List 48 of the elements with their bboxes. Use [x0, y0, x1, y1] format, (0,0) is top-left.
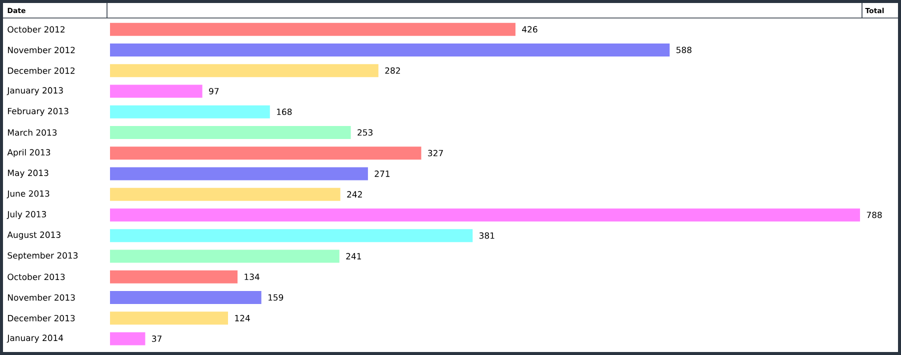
- bar: [110, 22, 516, 36]
- data-label: 134: [244, 274, 260, 280]
- y-tick-label: June 2013: [6, 190, 50, 198]
- y-tick-label: November 2012: [8, 46, 75, 54]
- data-label: 381: [479, 232, 494, 239]
- y-tick-label: December 2013: [8, 314, 75, 322]
- bar: [110, 43, 670, 56]
- bar: [110, 332, 146, 346]
- y-tick-label: July 2013: [6, 210, 46, 220]
- y-tick-label: August 2013: [7, 232, 60, 240]
- bar: [110, 84, 202, 98]
- data-label: 242: [347, 191, 362, 198]
- data-label: 168: [277, 108, 292, 116]
- data-label: 282: [385, 67, 400, 74]
- data-label: 271: [374, 170, 390, 177]
- bar: [110, 312, 228, 325]
- bar: [110, 167, 368, 180]
- y-tick-label: October 2012: [8, 26, 64, 33]
- data-label: 253: [358, 129, 372, 136]
- y-tick-label: May 2013: [8, 170, 48, 178]
- bar: [110, 64, 378, 78]
- bar: [110, 208, 860, 222]
- bar: [110, 229, 473, 242]
- data-label: 426: [522, 26, 538, 33]
- bar: [110, 105, 270, 118]
- bar: [110, 250, 340, 263]
- y-tick-label: November 2013: [8, 294, 75, 301]
- y-tick-label: January 2014: [6, 334, 64, 343]
- y-tick-label: September 2013: [8, 252, 78, 260]
- bar: [110, 290, 262, 304]
- data-label: 788: [866, 212, 882, 218]
- data-label: 124: [235, 314, 250, 322]
- data-label: 97: [209, 88, 219, 94]
- y-tick-label: January 2013: [6, 87, 63, 96]
- bar: [110, 270, 238, 284]
- data-label: 327: [428, 150, 443, 156]
- data-label: 588: [676, 46, 692, 54]
- data-label: 241: [346, 253, 361, 260]
- bar: [110, 146, 422, 160]
- bar: [110, 126, 351, 139]
- bar: [110, 188, 340, 201]
- y-tick-label: October 2013: [8, 274, 65, 280]
- y-tick-label: April 2013: [7, 148, 50, 158]
- y-tick-label: December 2012: [8, 67, 74, 74]
- y-tick-label: March 2013: [8, 129, 57, 136]
- data-label: 37: [152, 335, 162, 342]
- y-tick-label: February 2013: [8, 108, 68, 116]
- data-label: 159: [268, 294, 284, 301]
